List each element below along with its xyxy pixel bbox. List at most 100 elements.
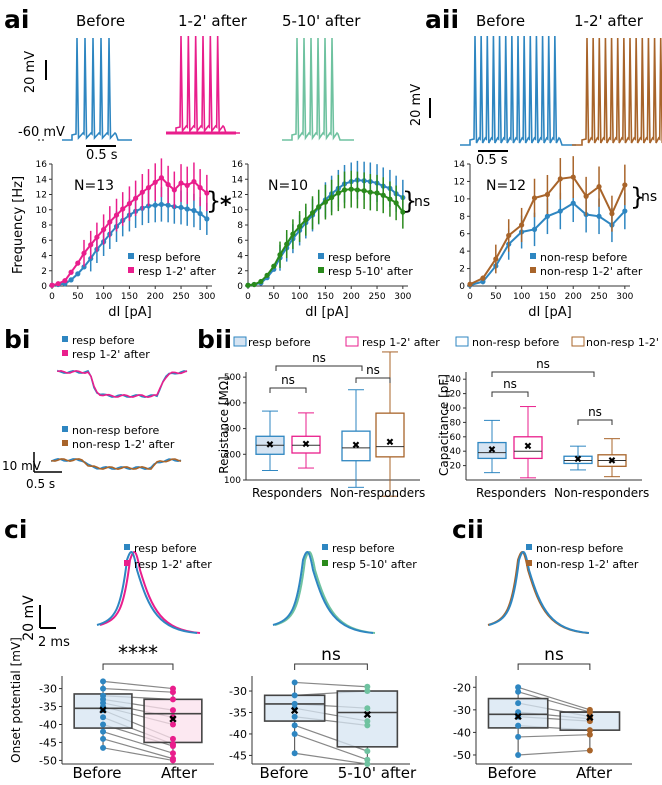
data-point (364, 722, 371, 729)
data-point (258, 278, 264, 285)
data-point (586, 709, 593, 716)
data-point (197, 210, 203, 217)
bii-cap-group-1: Responders (476, 486, 546, 500)
data-point (531, 226, 538, 232)
data-point (515, 688, 522, 695)
data-point (364, 718, 371, 725)
data-point (364, 756, 371, 763)
aii-scale-bar-time-label: 0.5 s (476, 153, 508, 168)
data-point (380, 192, 386, 198)
y-tick-label: 40 (450, 447, 462, 457)
data-point (493, 256, 499, 262)
fi-sig-3: ns (641, 189, 657, 205)
data-point (586, 731, 593, 738)
data-point (197, 185, 203, 191)
bii-res-group-1: Responders (252, 486, 322, 500)
cap-sig-left-label: ns (503, 377, 517, 391)
y-tick-label: 200 (224, 450, 241, 460)
ap-resp-before (96, 551, 198, 634)
panel-label-ai: ai (4, 5, 29, 34)
data-point (126, 201, 133, 207)
data-point (169, 735, 176, 742)
data-point (169, 689, 176, 696)
data-point (309, 210, 316, 216)
bi-legend-swatch-resp-before (62, 336, 68, 342)
data-point (133, 195, 139, 201)
x-tick-label: 100 (513, 292, 530, 302)
y-tick-label: -50 (453, 749, 471, 762)
data-point (515, 722, 522, 729)
y-tick-label: 14 (454, 160, 466, 170)
box (341, 430, 371, 462)
data-point (596, 213, 602, 219)
ci-legend-resp-before-2: resp before (332, 542, 395, 555)
data-point (284, 241, 290, 247)
pair-line (517, 691, 591, 713)
res-sig-left-bracket (269, 387, 307, 393)
fi-brace-2: } (402, 187, 417, 215)
onset-chart-2: -30 -35 -40 -45 ✖ ✖ ns (229, 645, 410, 767)
y-tick-label: 2 (237, 267, 243, 277)
data-point (191, 207, 197, 214)
ci-legend-swatch-resp-1-2 (124, 560, 130, 566)
x-tick-label: 300 (198, 292, 215, 302)
x-tick-label: 150 (121, 292, 138, 302)
mean-marker: ✖ (585, 712, 594, 725)
data-point (544, 213, 551, 219)
cap-sig-top-bracket (491, 371, 595, 377)
y-tick-label: 2 (459, 265, 465, 275)
box (563, 455, 593, 465)
pair-line (102, 731, 174, 754)
x-tick-label: 50 (268, 292, 280, 302)
y-tick-label: -20 (453, 681, 471, 694)
data-point (165, 181, 171, 188)
data-point (75, 271, 81, 277)
pair-line (294, 733, 368, 761)
data-point (55, 281, 61, 287)
ci-scale-time-label: 2 ms (38, 635, 70, 650)
pair-line (102, 738, 174, 760)
onset-chart-1: -30 -35 -40 -45 -50 ✖ ✖ **** (39, 641, 214, 767)
y-tick-label: 4 (237, 252, 243, 262)
pair-line (294, 681, 368, 688)
x-tick-label: 0 (49, 292, 55, 302)
fi-xlabel-1: dI [pA] (108, 305, 152, 320)
y-tick-label: -30 (229, 685, 247, 698)
bi-legend-swatch-resp-1-2 (62, 350, 68, 356)
data-point (515, 751, 522, 758)
panel-label-cii: cii (452, 515, 484, 544)
data-point (291, 750, 298, 757)
fi-n-2: N=10 (268, 178, 308, 194)
y-tick-label: 14 (232, 175, 244, 185)
fi-sig-1: * (220, 193, 232, 218)
legend-swatch-resp-1-2 (128, 267, 134, 273)
y-tick-label: 8 (459, 212, 465, 222)
bi-scale-time-label: 0.5 s (26, 477, 55, 491)
data-point (101, 226, 107, 233)
y-tick-label: 120 (444, 390, 461, 400)
y-tick-label: 8 (41, 221, 47, 231)
data-point (152, 202, 158, 208)
x-tick-label: 0 (245, 292, 251, 302)
data-point (291, 705, 298, 712)
data-point (94, 234, 100, 240)
bii-legend-nonresp-1-2: non-resp 1-2' after (586, 336, 662, 349)
x-tick-label: 250 (368, 292, 385, 302)
data-point (75, 260, 81, 266)
mean-marker: ✖ (352, 441, 360, 452)
data-point (169, 757, 176, 764)
data-point (316, 204, 322, 210)
legend-swatch-resp-5-10 (318, 267, 324, 273)
onset-x-3-after: After (576, 764, 613, 782)
y-tick-label: 12 (36, 191, 47, 201)
data-point (120, 206, 126, 212)
ci-legend-resp-1-2: resp 1-2' after (134, 558, 212, 571)
data-point (169, 750, 176, 757)
cii-legend-swatch-nonresp-1-2 (526, 560, 532, 566)
trace-title-after-1-2: 1-2' after (178, 12, 248, 30)
fi-xlabel-2: dI [pA] (305, 305, 349, 320)
y-tick-label: 10 (454, 195, 466, 205)
legend-swatch-resp-before-2 (318, 253, 324, 259)
data-point (557, 176, 563, 182)
panel-label-bi: bi (4, 325, 30, 354)
